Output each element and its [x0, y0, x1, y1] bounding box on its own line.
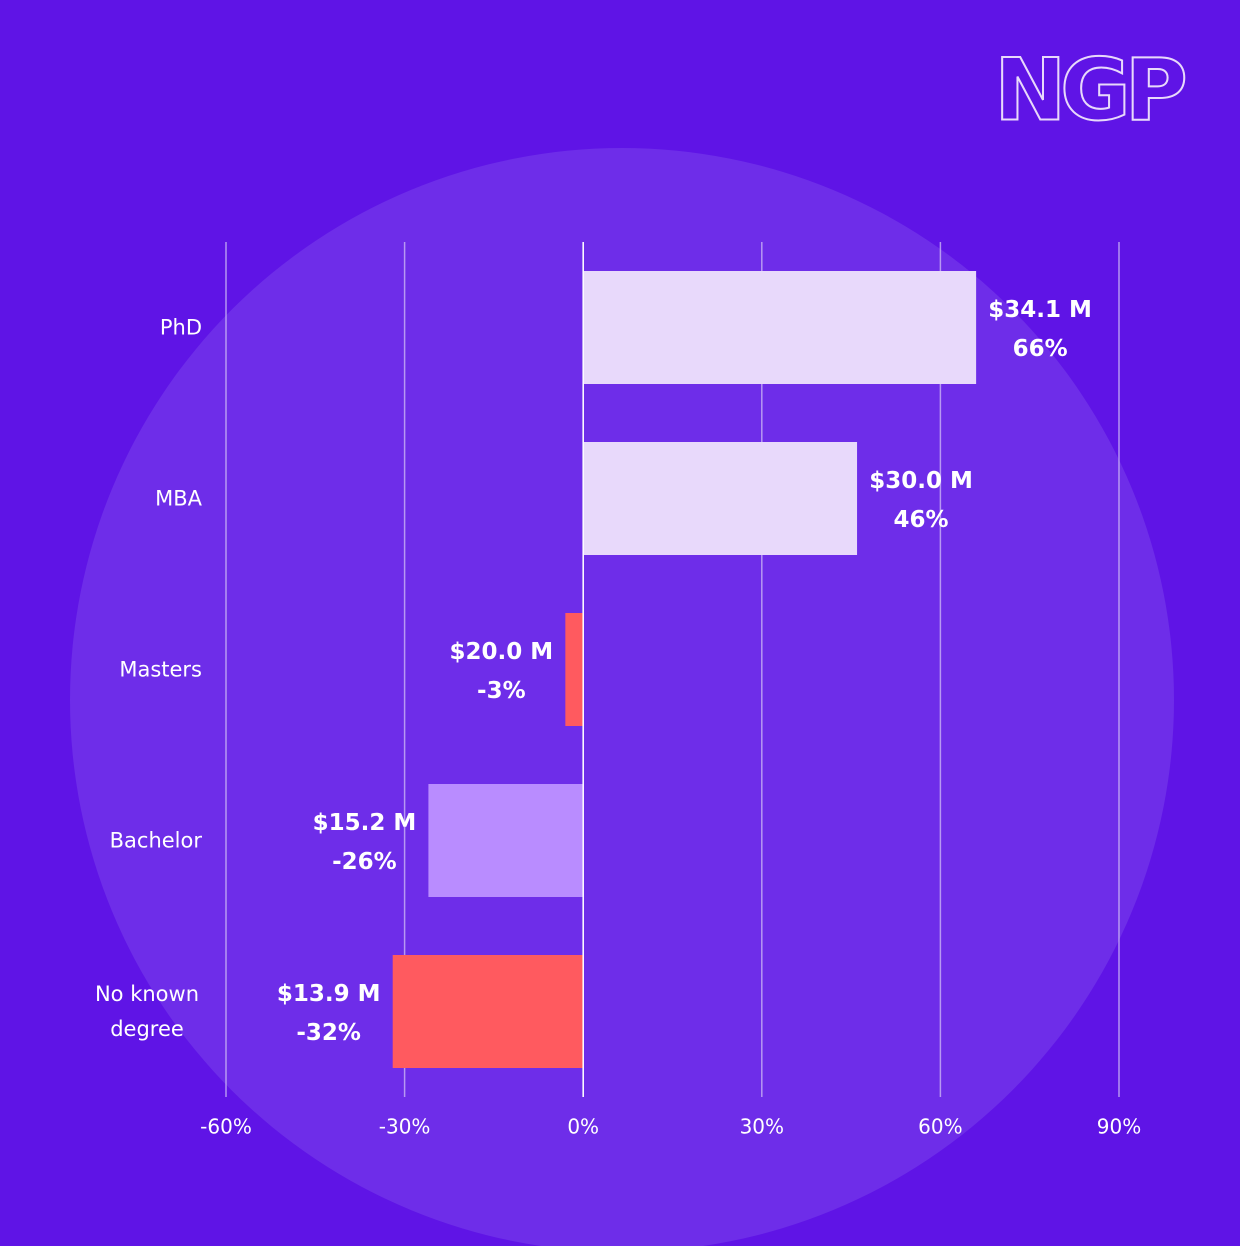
- value-label: -32%: [296, 1020, 361, 1046]
- amount-label: $13.9 M: [277, 981, 381, 1007]
- amount-label: $20.0 M: [450, 639, 554, 665]
- x-tick-label: 0%: [567, 1115, 599, 1139]
- y-tick-label: Bachelor: [109, 828, 202, 852]
- amount-label: $15.2 M: [313, 810, 417, 836]
- amount-label: $30.0 M: [869, 468, 973, 494]
- amount-label: $34.1 M: [988, 297, 1092, 323]
- bar: [428, 784, 584, 897]
- value-label: -26%: [332, 849, 397, 875]
- x-tick-label: -30%: [379, 1115, 431, 1139]
- bar: [583, 271, 977, 384]
- y-tick-label: Masters: [119, 657, 202, 681]
- y-tick-label: PhD: [159, 315, 202, 339]
- y-tick-label: MBA: [155, 486, 202, 510]
- x-tick-label: -60%: [200, 1115, 252, 1139]
- value-label: -3%: [477, 678, 526, 704]
- value-label: 66%: [1013, 336, 1068, 362]
- value-label: 46%: [894, 507, 949, 533]
- bar: [583, 442, 858, 555]
- x-tick-label: 60%: [918, 1115, 962, 1139]
- bar: [392, 955, 584, 1068]
- bar: [565, 613, 584, 726]
- y-tick-label: No known degree: [94, 981, 200, 1041]
- logo: NGP: [994, 40, 1185, 140]
- background-circle: [70, 148, 1174, 1246]
- x-tick-label: 90%: [1097, 1115, 1141, 1139]
- x-tick-label: 30%: [740, 1115, 784, 1139]
